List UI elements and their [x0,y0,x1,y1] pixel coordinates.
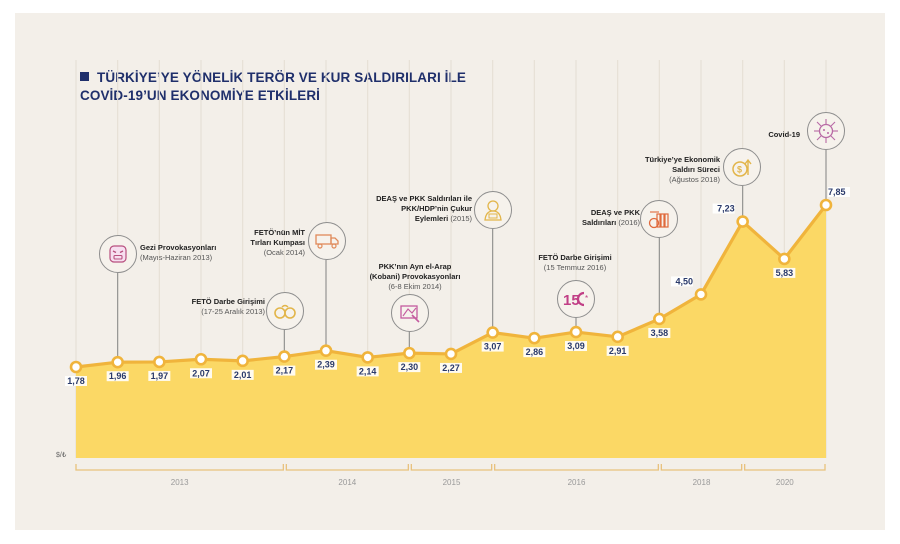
chart-title: TÜRKİYE’YE YÖNELİK TERÖR VE KUR SALDIRIL… [80,69,466,105]
july-15-icon: 15 * [557,280,595,318]
data-point [236,354,249,368]
year-bracket [744,464,826,471]
data-label-bg [65,376,87,386]
year-label: 2015 [442,478,461,487]
data-label-bg [231,369,254,380]
data-label: 2,86 [526,347,544,357]
data-point [611,330,624,344]
data-label: 1,96 [109,371,127,381]
title-line-2: COVİD-19’UN EKONOMİYE ETKİLERİ [80,88,321,103]
year-label: 2014 [338,478,357,487]
data-label-bg [273,365,296,376]
data-label: 3,07 [484,342,502,352]
data-point [736,215,749,228]
data-label-bg [106,371,129,382]
data-label: 2,91 [609,346,627,356]
data-point [778,252,791,266]
data-point [569,325,583,339]
data-label-bg [671,276,693,287]
data-label: 2,07 [192,368,210,378]
data-label: 4,50 [675,276,693,286]
annotation-covid: Covid-19 [768,130,800,139]
data-label-bg [315,359,337,370]
data-point [194,352,208,366]
data-label: 3,09 [567,341,585,351]
data-point [444,347,458,361]
annotation-econ-2018: Türkiye’ye Ekonomik Saldırı Süreci (Ağusto… [644,155,720,184]
data-label: 2,14 [359,366,377,376]
year-bracket [494,464,659,471]
data-label-bg [356,366,379,377]
data-point [528,331,541,345]
data-label: 2,27 [442,363,460,373]
angry-face-icon [99,235,137,273]
year-bracket [660,464,743,471]
area-fill [76,205,826,458]
annotation-feto-2016: FETÖ Darbe Girişimi (15 Temmuz 2016) [538,253,612,272]
data-label-bg [773,267,796,278]
data-label-bg [481,341,504,352]
data-label: 3,58 [651,328,669,338]
map-pin-icon [391,294,429,332]
militant-icon [474,191,512,229]
data-label-bg [523,347,546,358]
year-bracket [75,464,284,471]
data-label: 1,78 [67,376,85,386]
dollar-coin-icon: $ [723,148,761,186]
data-label: 2,39 [317,360,335,370]
bomb-icon [640,200,678,238]
data-label-bg [712,203,735,214]
svg-text:15: 15 [563,292,580,308]
year-label: 2016 [567,478,586,487]
year-label: 2018 [692,478,711,487]
svg-text:*: * [585,294,588,303]
data-label-bg [606,345,629,356]
annotation-deas-2015: DEAŞ ve PKK Saldırıları ile PKK/HDP’nin Ç… [376,194,472,223]
data-point [319,344,333,358]
data-label: 7,85 [828,187,846,197]
data-point [361,351,374,364]
year-bracket [285,464,409,471]
data-point [819,198,833,212]
data-label-bg [828,187,850,197]
handcuffs-icon [266,292,304,330]
data-label: 5,83 [776,268,794,278]
data-point [153,355,166,369]
year-bracket [410,464,493,471]
truck-icon [308,222,346,260]
data-label-bg [148,370,171,381]
data-point [486,326,499,339]
annotation-mit: FETÖ’nün MİT Tırları Kumpası (Ocak 2014) [250,228,305,257]
data-label-bg [440,362,462,373]
data-point [69,360,83,374]
data-point [694,288,708,301]
annotation-deas-2016: DEAŞ ve PKK Saldırıları (2016) [582,208,640,227]
data-label: 2,17 [276,366,294,376]
data-label: 2,30 [401,362,419,372]
title-square-icon [80,72,89,81]
data-label-bg [190,368,212,379]
data-point [403,346,416,360]
data-label-bg [398,362,421,373]
y-axis-unit-label: $/₺ [56,452,67,459]
year-label: 2013 [170,478,189,487]
data-point [653,312,666,326]
virus-icon [807,112,845,150]
data-point [278,350,291,363]
data-label: 2,01 [234,370,252,380]
data-label-bg [565,341,587,352]
annotation-feto-2013: FETÖ Darbe Girişimi (17-25 Aralık 2013) [191,297,265,316]
title-line-1: TÜRKİYE’YE YÖNELİK TERÖR VE KUR SALDIRIL… [97,70,466,85]
year-label: 2020 [775,478,794,487]
annotation-gezi: Gezi Provokasyonları (Mayıs-Haziran 2013) [140,243,217,262]
data-point [111,355,124,369]
data-label: 7,23 [717,204,735,214]
data-label-bg [648,327,671,338]
annotation-kobani: PKK’nın Ayn el-Arap (Kobani) Provokasyonl… [369,262,461,291]
data-label: 1,97 [151,371,169,381]
svg-text:$: $ [737,165,742,175]
